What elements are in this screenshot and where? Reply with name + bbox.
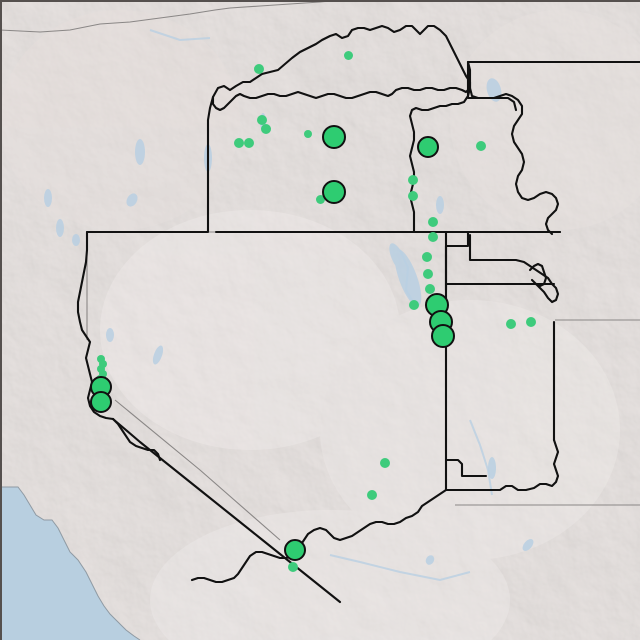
marker-small-oregon-n5[interactable] xyxy=(234,138,244,148)
marker-small-idaho-w6[interactable] xyxy=(423,269,433,279)
lake-harney xyxy=(72,234,80,246)
lake-abert xyxy=(56,219,64,237)
border-nevada-arizona xyxy=(190,488,448,584)
border-oregon-west-south xyxy=(85,95,215,234)
marker-small-idaho-w2[interactable] xyxy=(408,191,418,201)
marker-small-oregon-n4[interactable] xyxy=(261,124,271,134)
marker-small-oregon-n2[interactable] xyxy=(254,64,264,74)
marker-small-california-c4[interactable] xyxy=(99,370,107,378)
lake-summer xyxy=(44,189,52,207)
marker-small-oregon-n6[interactable] xyxy=(244,138,254,148)
marker-small-idaho-w3[interactable] xyxy=(428,217,438,227)
border-california-inland xyxy=(111,417,162,462)
border-idaho-wy-lower xyxy=(444,230,556,286)
marker-small-california-c2[interactable] xyxy=(99,360,107,368)
border-ca-nv-diag-thin xyxy=(114,399,281,541)
marker-small-california-c3[interactable] xyxy=(97,365,105,373)
marker-small-oregon-s1[interactable] xyxy=(315,194,325,204)
lake-sevier xyxy=(488,457,496,479)
marker-small-idaho-w7[interactable] xyxy=(425,284,435,294)
marker-small-idaho-w8[interactable] xyxy=(409,300,419,310)
lake-cascade xyxy=(436,196,444,214)
border-utah-east xyxy=(468,233,560,304)
marker-small-oregon-n3[interactable] xyxy=(257,115,267,125)
marker-small-nevada-e2[interactable] xyxy=(367,490,377,500)
lake-pyramid xyxy=(152,345,164,365)
marker-small-nevada-s1[interactable] xyxy=(288,562,298,572)
marker-small-california-c1[interactable] xyxy=(97,355,105,363)
rivers xyxy=(149,29,493,582)
border-nevada-ut-steps xyxy=(444,458,488,478)
marker-small-idaho-w5[interactable] xyxy=(422,252,432,262)
marker-small-idaho-central[interactable] xyxy=(476,141,486,151)
river-colorado xyxy=(329,554,471,582)
border-ut-wy-block xyxy=(466,60,518,112)
marker-large-oregon-central[interactable] xyxy=(322,125,346,149)
border-california-nevada-diagonal xyxy=(111,417,342,604)
marker-small-oregon-n1[interactable] xyxy=(343,50,353,60)
marker-small-utah-e2[interactable] xyxy=(506,319,516,329)
lake-upper-klamath xyxy=(135,139,145,165)
marker-large-oregon-south[interactable] xyxy=(322,180,346,204)
marker-large-california-south[interactable] xyxy=(90,391,112,413)
marker-small-oregon-far-n[interactable] xyxy=(304,130,312,138)
pacific-ocean xyxy=(0,487,140,640)
lake-powell xyxy=(522,539,534,551)
river-columbia xyxy=(149,29,211,42)
lake-great-salt-b xyxy=(389,243,407,273)
border-wa-or-thin xyxy=(0,7,231,33)
state-borders-detail xyxy=(444,60,640,292)
relief-tonal-bands xyxy=(0,10,640,640)
marker-small-utah-e1[interactable] xyxy=(526,317,536,327)
river-snake xyxy=(399,249,416,306)
border-utah-south xyxy=(444,438,560,492)
lake-malheur xyxy=(126,193,138,207)
marker-small-idaho-w4[interactable] xyxy=(428,232,438,242)
marker-large-idaho-lower[interactable] xyxy=(431,324,455,348)
river-green xyxy=(469,419,493,496)
marker-small-idaho-w1[interactable] xyxy=(408,175,418,185)
lake-mead xyxy=(425,555,435,565)
border-oregon-outline xyxy=(211,24,472,112)
coastline xyxy=(0,486,141,640)
marker-large-nevada-south[interactable] xyxy=(284,539,306,561)
border-idaho-spur xyxy=(528,262,548,288)
marker-small-nevada-e1[interactable] xyxy=(380,458,390,468)
marker-large-oregon-east[interactable] xyxy=(417,136,439,158)
lake-tahoe xyxy=(106,328,114,342)
